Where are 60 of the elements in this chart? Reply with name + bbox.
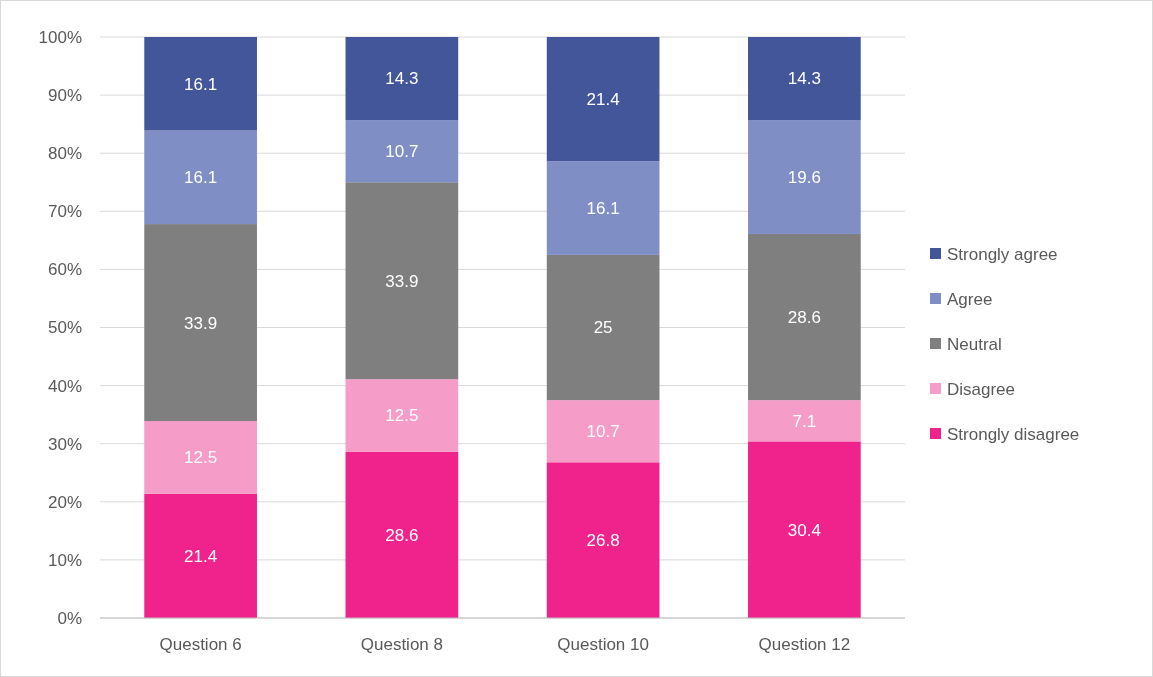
y-tick-label: 50% xyxy=(47,318,82,338)
bar xyxy=(546,400,660,463)
x-tick-label: Question 6 xyxy=(159,635,242,654)
x-tick-label: Question 12 xyxy=(758,635,851,654)
data-label: 30.4 xyxy=(787,520,821,540)
data-label: 12.5 xyxy=(184,448,218,468)
bar xyxy=(748,441,861,618)
bar xyxy=(345,451,459,618)
legend-label: Strongly disagree xyxy=(947,424,1080,444)
bar xyxy=(546,254,660,401)
bar xyxy=(546,37,660,162)
bar xyxy=(345,379,459,452)
data-label: 21.4 xyxy=(184,546,218,566)
data-label: 19.6 xyxy=(787,167,821,187)
data-label: 10.7 xyxy=(385,142,419,162)
y-tick-label: 30% xyxy=(47,434,82,454)
bar xyxy=(748,233,861,401)
y-tick-label: 60% xyxy=(47,260,82,280)
x-tick-label: Question 8 xyxy=(360,635,443,654)
data-label: 33.9 xyxy=(184,313,218,333)
bar xyxy=(546,462,660,618)
bar xyxy=(144,493,257,618)
y-tick-label: 90% xyxy=(47,86,82,106)
data-label: 25 xyxy=(593,318,613,338)
data-label: 28.6 xyxy=(787,307,821,327)
y-tick-label: 70% xyxy=(47,202,82,222)
bar xyxy=(748,120,861,234)
bar xyxy=(144,224,257,422)
data-label: 21.4 xyxy=(586,90,620,110)
data-label: 33.9 xyxy=(385,271,419,291)
data-label: 16.1 xyxy=(586,199,620,219)
bar xyxy=(345,37,459,121)
bar xyxy=(748,400,861,442)
data-label: 16.1 xyxy=(184,74,218,94)
y-tick-label: 40% xyxy=(47,376,82,396)
bar xyxy=(144,37,257,131)
legend-label: Disagree xyxy=(947,379,1016,399)
bar xyxy=(345,182,459,380)
y-tick-label: 10% xyxy=(47,550,82,570)
y-tick-label: 20% xyxy=(47,492,82,512)
legend-label: Strongly agree xyxy=(947,244,1058,264)
data-label: 14.3 xyxy=(787,69,821,89)
y-tick-label: 100% xyxy=(38,27,82,47)
x-tick-label: Question 10 xyxy=(557,635,649,654)
y-tick-label: 0% xyxy=(57,608,82,628)
data-label: 10.7 xyxy=(586,422,620,442)
y-tick-label: 80% xyxy=(47,144,82,164)
data-label: 16.1 xyxy=(184,168,218,188)
data-label: 14.3 xyxy=(385,69,419,89)
data-label: 12.5 xyxy=(385,406,419,426)
bar xyxy=(748,37,861,121)
bar xyxy=(144,130,257,225)
data-label: 7.1 xyxy=(792,411,817,431)
data-label: 26.8 xyxy=(586,531,620,551)
legend-label: Neutral xyxy=(947,334,1002,354)
bar xyxy=(144,421,257,494)
bar xyxy=(345,120,459,183)
data-label: 28.6 xyxy=(385,525,419,545)
bar xyxy=(546,161,660,255)
legend-label: Agree xyxy=(947,289,993,309)
